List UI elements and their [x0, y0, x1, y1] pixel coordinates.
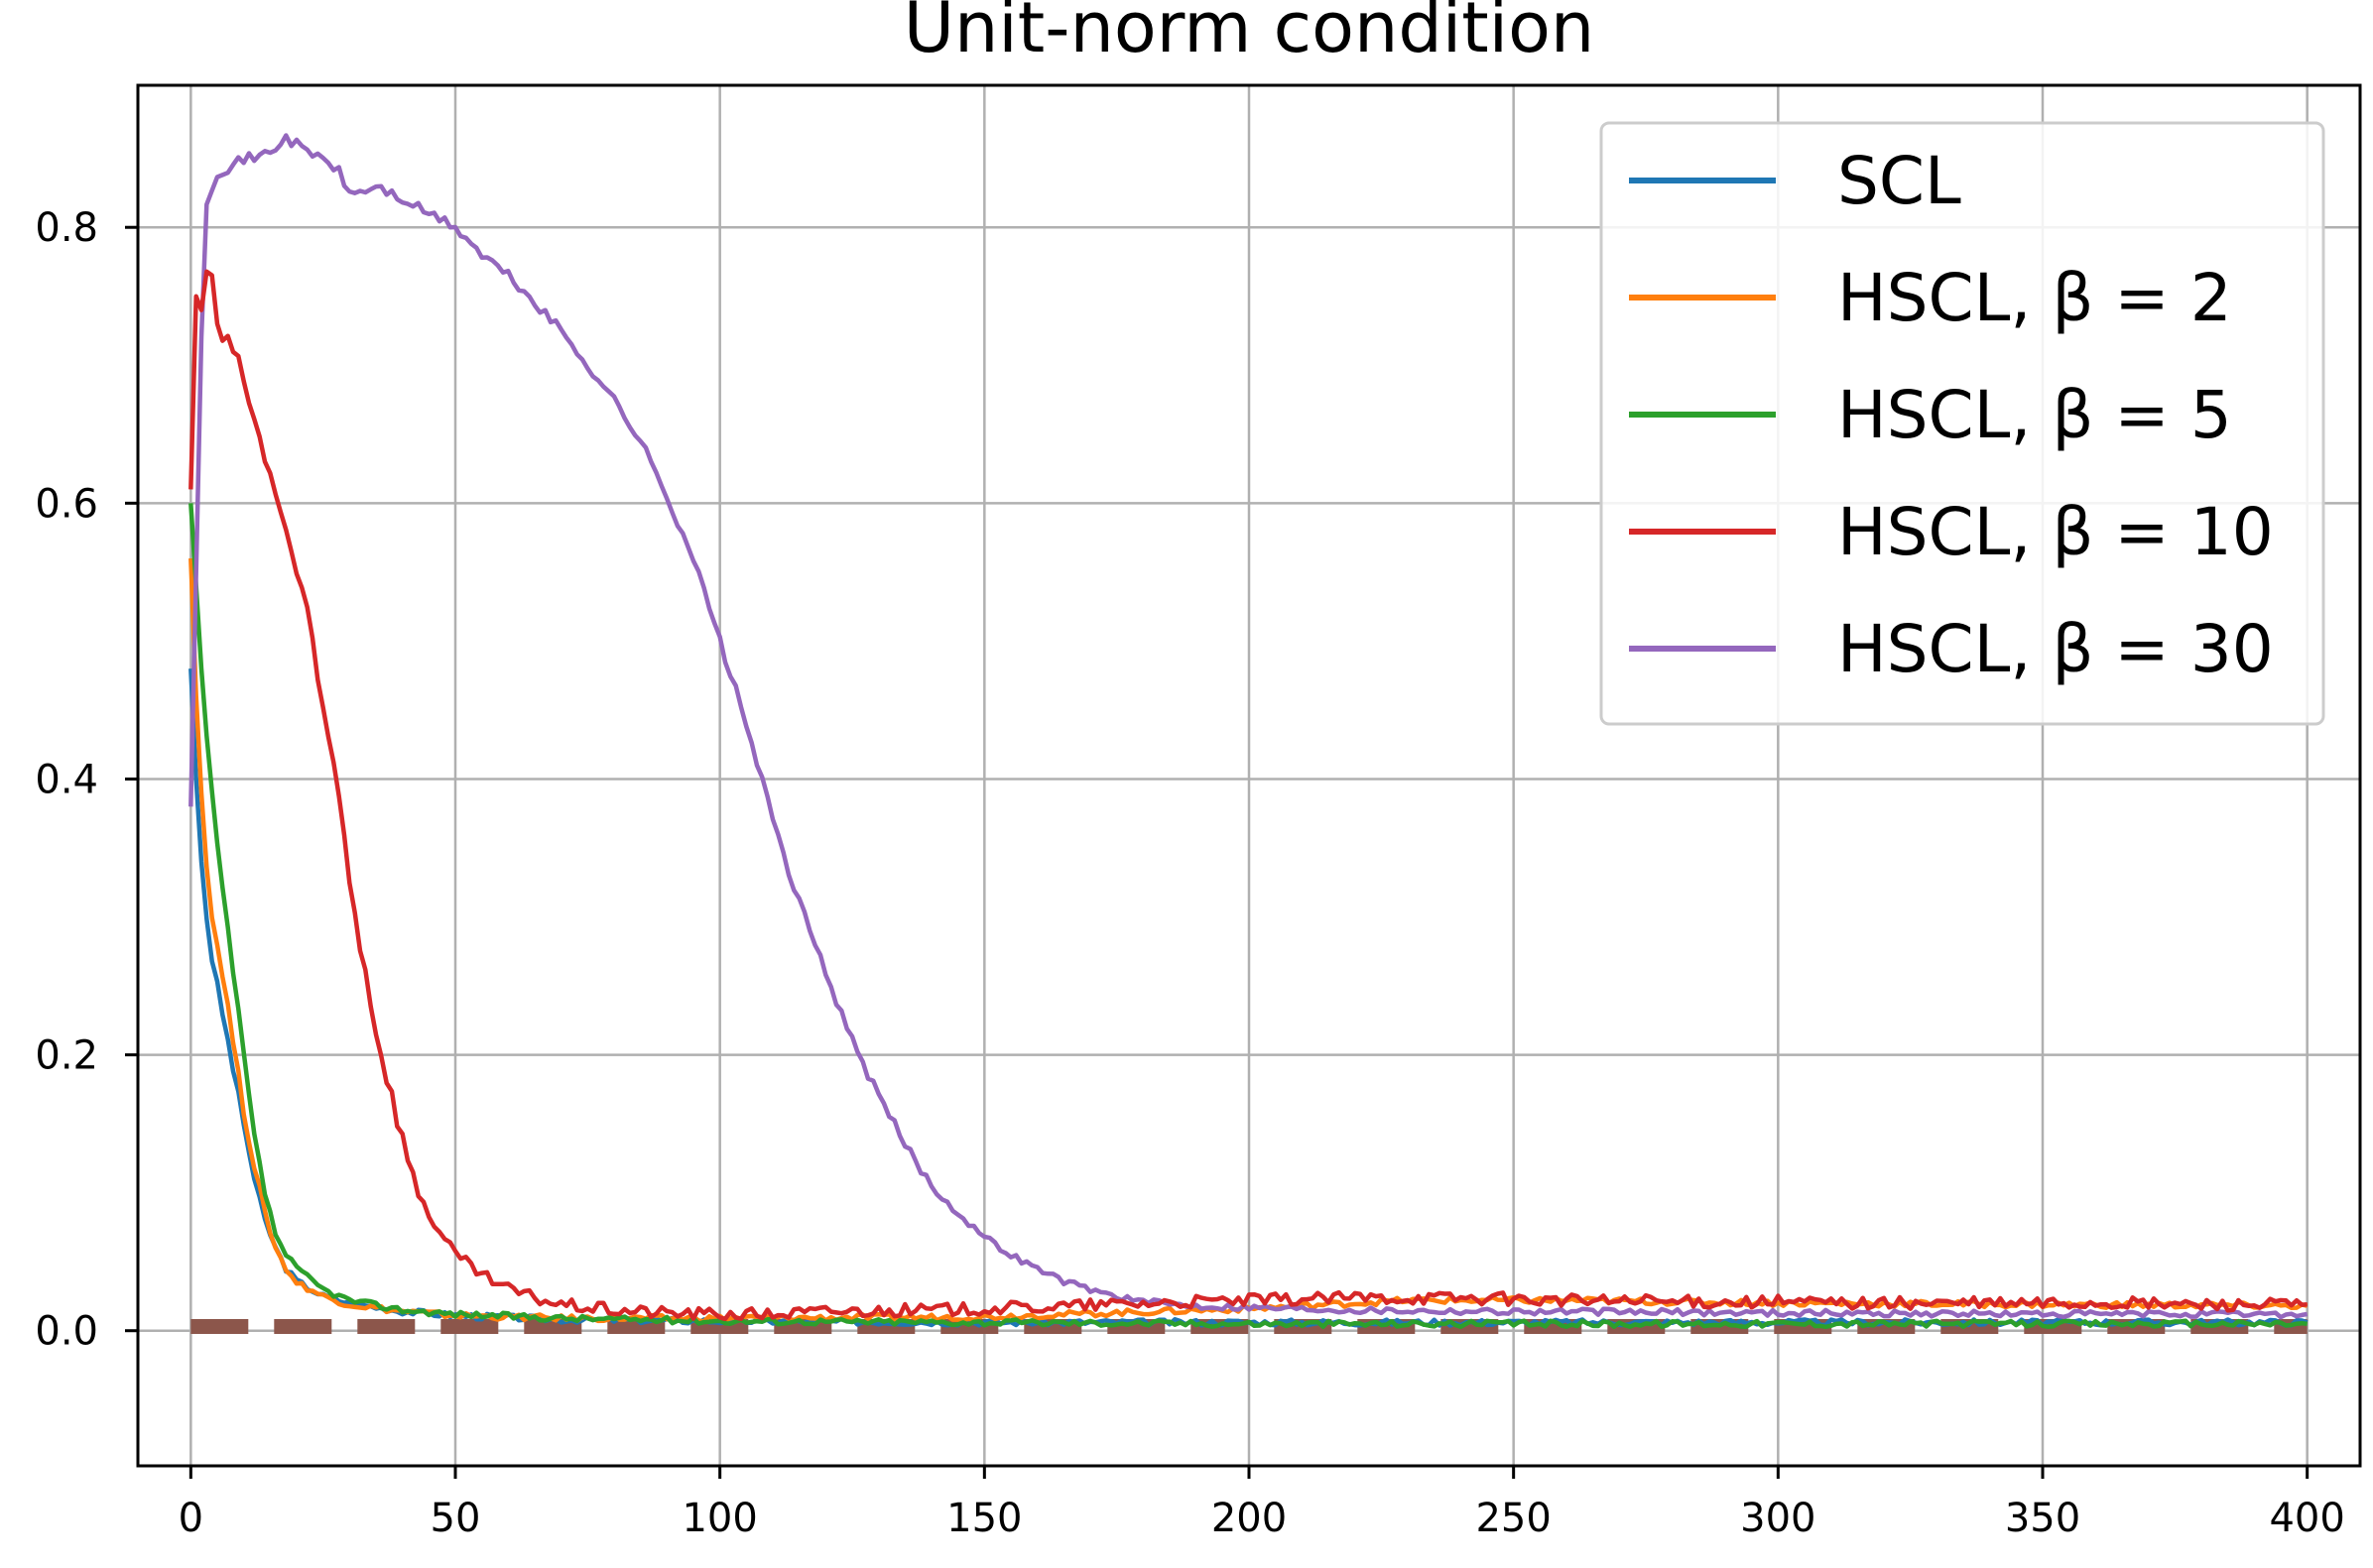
series-line-2: [188, 503, 2308, 1330]
x-tick-label: 300: [1740, 1496, 1815, 1541]
x-tick-label: 250: [1475, 1496, 1551, 1541]
x-tick-label: 150: [946, 1496, 1022, 1541]
legend-label: HSCL, β = 30: [1837, 611, 2274, 687]
legend-label: HSCL, β = 10: [1837, 494, 2274, 570]
series-line-4: [188, 133, 2309, 1320]
x-tick-label: 200: [1211, 1496, 1287, 1541]
series-group: [188, 133, 2309, 1334]
x-tick-label: 50: [431, 1496, 481, 1541]
y-tick-label: 0.2: [35, 1033, 98, 1079]
y-tick-label: 0.6: [35, 481, 98, 527]
y-tick-label: 0.0: [35, 1309, 98, 1355]
y-tick-label: 0.4: [35, 757, 98, 802]
legend-label: SCL: [1837, 143, 1961, 219]
legend-box: [1599, 121, 2325, 726]
legend-label: HSCL, β = 2: [1837, 260, 2232, 336]
x-tick-label: 0: [179, 1496, 203, 1541]
x-tick-label: 100: [682, 1496, 757, 1541]
x-tick-label: 350: [2005, 1496, 2080, 1541]
legend: SCL HSCL, β = 2 HSCL, β = 5 HSCL, β = 10 HSC…: [1599, 121, 2325, 726]
chart-title: Unit-norm condition: [904, 0, 1595, 68]
axes-ticks: 0 50 100 150 200 250 300 350 400 0.0 0.2 0.4 0.6 0.8: [35, 205, 2344, 1541]
series-line-3: [188, 269, 2308, 1322]
x-tick-label: 400: [2269, 1496, 2344, 1541]
y-tick-label: 0.8: [35, 205, 98, 251]
legend-label: HSCL, β = 5: [1837, 377, 2232, 453]
